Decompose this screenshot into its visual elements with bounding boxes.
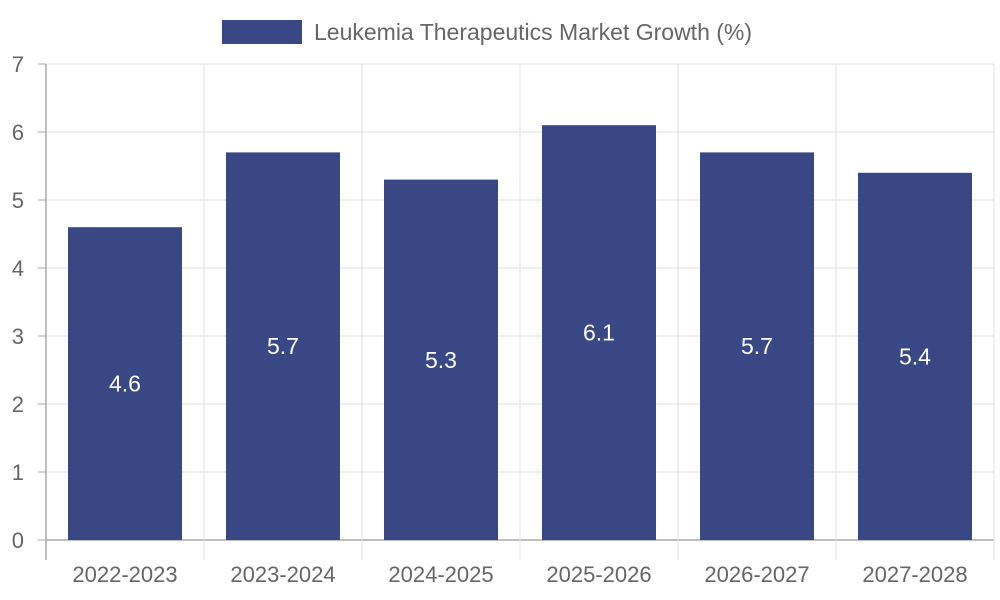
labels-layer: 4.6 5.7 5.3 6.1 5.7 5.4	[109, 320, 931, 397]
data-label: 5.4	[899, 343, 931, 369]
legend-swatch[interactable]	[222, 20, 302, 44]
data-label: 5.7	[267, 333, 299, 359]
x-tick-label: 2024-2025	[388, 562, 493, 587]
bar[interactable]	[858, 172, 972, 541]
x-tick-label: 2022-2023	[72, 562, 177, 587]
bar[interactable]	[700, 152, 814, 540]
legend-layer[interactable]: Leukemia Therapeutics Market Growth (%)	[222, 19, 752, 45]
data-label: 5.3	[425, 347, 457, 373]
grid-layer	[45, 63, 995, 560]
y-tick-label: 0	[12, 528, 24, 553]
y-tick-label: 3	[12, 324, 24, 349]
bar[interactable]	[384, 179, 498, 540]
bars-layer	[68, 125, 972, 541]
x-tick-label: 2026-2027	[704, 562, 809, 587]
x-tick-label: 2027-2028	[862, 562, 967, 587]
y-tick-label: 2	[12, 392, 24, 417]
y-tick-label: 6	[12, 120, 24, 145]
data-label: 5.7	[741, 333, 773, 359]
x-tick-label: 2025-2026	[546, 562, 651, 587]
x-tick-label: 2023-2024	[230, 562, 335, 587]
axis-layer: 0 1 2 3 4 5 6 7 2022-2023 2023-2024 2024-2025 2025-…	[12, 52, 968, 587]
y-tick-label: 1	[12, 460, 24, 485]
bar[interactable]	[226, 152, 340, 540]
y-tick-label: 5	[12, 188, 24, 213]
y-tick-label: 4	[12, 256, 24, 281]
bar[interactable]	[68, 227, 182, 540]
y-tick-label: 7	[12, 52, 24, 77]
data-label: 4.6	[109, 371, 141, 397]
legend-label[interactable]: Leukemia Therapeutics Market Growth (%)	[314, 19, 752, 45]
data-label: 6.1	[583, 320, 615, 346]
bar[interactable]	[542, 125, 656, 540]
